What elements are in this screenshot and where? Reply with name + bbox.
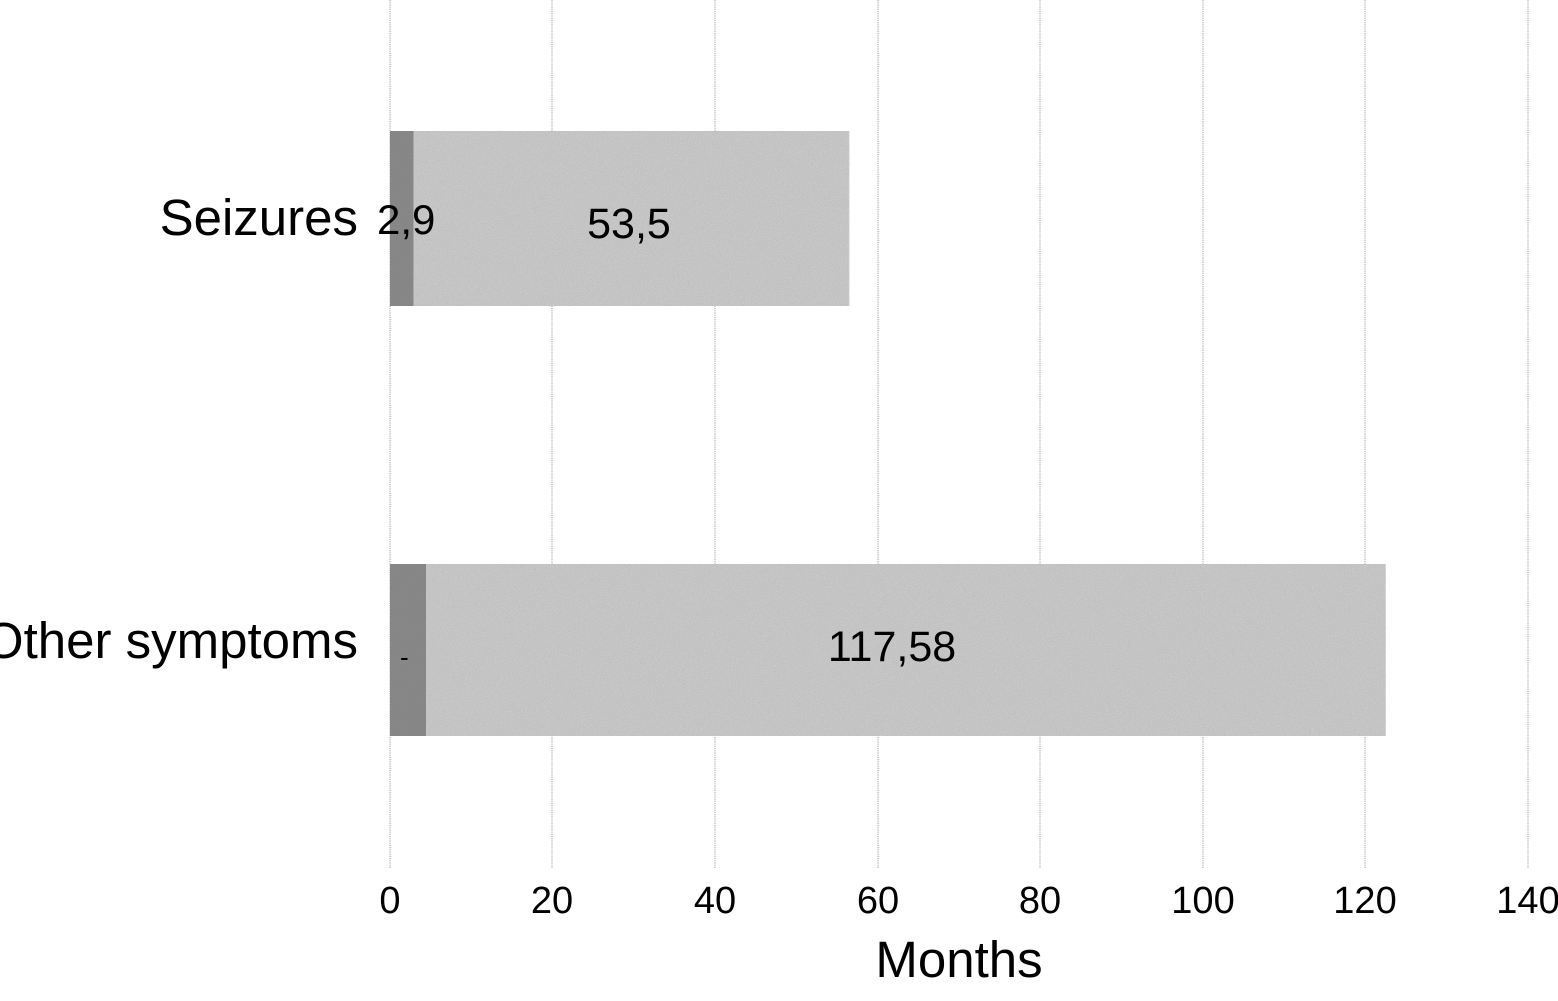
svg-text:-: - xyxy=(400,642,409,672)
svg-text:Other symptoms: Other symptoms xyxy=(0,612,358,669)
svg-text:100: 100 xyxy=(1171,880,1234,922)
svg-text:40: 40 xyxy=(694,880,736,922)
svg-text:120: 120 xyxy=(1333,880,1396,922)
svg-text:20: 20 xyxy=(531,880,573,922)
svg-text:140: 140 xyxy=(1496,880,1558,922)
svg-text:60: 60 xyxy=(857,880,899,922)
svg-text:Months: Months xyxy=(875,931,1042,988)
svg-text:80: 80 xyxy=(1019,880,1061,922)
svg-text:2,9: 2,9 xyxy=(377,196,435,243)
svg-text:117,58: 117,58 xyxy=(828,623,956,671)
svg-text:Seizures: Seizures xyxy=(160,189,358,246)
svg-text:53,5: 53,5 xyxy=(587,200,671,248)
svg-text:0: 0 xyxy=(379,880,400,922)
